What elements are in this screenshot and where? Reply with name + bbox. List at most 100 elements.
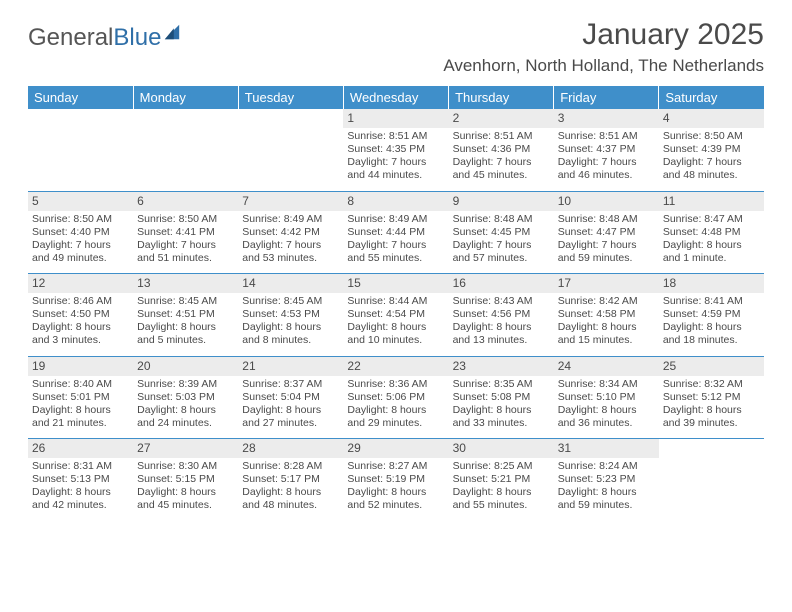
daylight2-line: and 53 minutes. <box>242 252 339 265</box>
daylight2-line: and 33 minutes. <box>453 417 550 430</box>
day-cell: 5Sunrise: 8:50 AMSunset: 4:40 PMDaylight… <box>28 191 133 274</box>
daylight1-line: Daylight: 8 hours <box>137 321 234 334</box>
sunrise-line: Sunrise: 8:28 AM <box>242 460 339 473</box>
day-cell: 7Sunrise: 8:49 AMSunset: 4:42 PMDaylight… <box>238 191 343 274</box>
daylight2-line: and 44 minutes. <box>347 169 444 182</box>
day-details: Sunrise: 8:28 AMSunset: 5:17 PMDaylight:… <box>242 460 339 513</box>
day-cell: 4Sunrise: 8:50 AMSunset: 4:39 PMDaylight… <box>659 109 764 191</box>
day-number: 12 <box>28 274 133 293</box>
day-cell: 13Sunrise: 8:45 AMSunset: 4:51 PMDayligh… <box>133 274 238 357</box>
daylight1-line: Daylight: 8 hours <box>558 486 655 499</box>
day-cell: 18 Sunrise: 8:41 AMSunset: 4:59 PMDayligh… <box>659 274 764 357</box>
daylight2-line: and 21 minutes. <box>32 417 129 430</box>
day-cell: 10Sunrise: 8:48 AMSunset: 4:47 PMDayligh… <box>554 191 659 274</box>
day-cell: 17Sunrise: 8:42 AMSunset: 4:58 PMDayligh… <box>554 274 659 357</box>
day-details: Sunrise: 8:47 AMSunset: 4:48 PMDaylight:… <box>663 213 760 266</box>
daylight2-line: and 39 minutes. <box>663 417 760 430</box>
sunrise-line: Sunrise: 8:31 AM <box>32 460 129 473</box>
day-cell: 27Sunrise: 8:30 AMSunset: 5:15 PMDayligh… <box>133 439 238 521</box>
daylight2-line: and 51 minutes. <box>137 252 234 265</box>
day-cell: 21Sunrise: 8:37 AMSunset: 5:04 PMDayligh… <box>238 356 343 439</box>
header: GeneralBlue January 2025 <box>28 18 764 52</box>
day-cell: 20Sunrise: 8:39 AMSunset: 5:03 PMDayligh… <box>133 356 238 439</box>
daylight1-line: Daylight: 8 hours <box>242 404 339 417</box>
daylight2-line: and 59 minutes. <box>558 252 655 265</box>
day-details: Sunrise: 8:25 AMSunset: 5:21 PMDaylight:… <box>453 460 550 513</box>
daylight1-line: Daylight: 7 hours <box>32 239 129 252</box>
day-number: 22 <box>343 357 448 376</box>
sunset-line: Sunset: 4:54 PM <box>347 308 444 321</box>
day-details: Sunrise: 8:41 AMSunset: 4:59 PMDaylight:… <box>663 295 760 348</box>
sunset-line: Sunset: 4:44 PM <box>347 226 444 239</box>
sunset-line: Sunset: 5:01 PM <box>32 391 129 404</box>
day-cell: 14Sunrise: 8:45 AMSunset: 4:53 PMDayligh… <box>238 274 343 357</box>
daylight1-line: Daylight: 8 hours <box>242 321 339 334</box>
day-details: Sunrise: 8:27 AMSunset: 5:19 PMDaylight:… <box>347 460 444 513</box>
day-number: 27 <box>133 439 238 458</box>
logo-text-blue: Blue <box>113 24 161 52</box>
day-details: Sunrise: 8:45 AMSunset: 4:51 PMDaylight:… <box>137 295 234 348</box>
day-number: 18 <box>659 274 764 293</box>
day-number: 9 <box>449 192 554 211</box>
sunset-line: Sunset: 5:15 PM <box>137 473 234 486</box>
sunset-line: Sunset: 5:17 PM <box>242 473 339 486</box>
day-details: Sunrise: 8:31 AMSunset: 5:13 PMDaylight:… <box>32 460 129 513</box>
daylight2-line: and 45 minutes. <box>453 169 550 182</box>
day-number: 29 <box>343 439 448 458</box>
day-details: Sunrise: 8:43 AMSunset: 4:56 PMDaylight:… <box>453 295 550 348</box>
daylight1-line: Daylight: 7 hours <box>663 156 760 169</box>
daylight1-line: Daylight: 7 hours <box>453 239 550 252</box>
day-cell: 3Sunrise: 8:51 AMSunset: 4:37 PMDaylight… <box>554 109 659 191</box>
day-number: 16 <box>449 274 554 293</box>
sunrise-line: Sunrise: 8:47 AM <box>663 213 760 226</box>
day-cell: 31Sunrise: 8:24 AMSunset: 5:23 PMDayligh… <box>554 439 659 521</box>
sunrise-line: Sunrise: 8:41 AM <box>663 295 760 308</box>
day-cell: 2Sunrise: 8:51 AMSunset: 4:36 PMDaylight… <box>449 109 554 191</box>
daylight2-line: and 59 minutes. <box>558 499 655 512</box>
daylight2-line: and 46 minutes. <box>558 169 655 182</box>
day-number: 10 <box>554 192 659 211</box>
daylight1-line: Daylight: 8 hours <box>32 321 129 334</box>
day-number: 1 <box>343 109 448 128</box>
day-cell: 8Sunrise: 8:49 AMSunset: 4:44 PMDaylight… <box>343 191 448 274</box>
daylight1-line: Daylight: 8 hours <box>32 404 129 417</box>
logo: GeneralBlue <box>28 18 181 52</box>
sunrise-line: Sunrise: 8:37 AM <box>242 378 339 391</box>
weekday-header: Wednesday <box>343 86 448 109</box>
daylight2-line: and 5 minutes. <box>137 334 234 347</box>
weekday-header: Sunday <box>28 86 133 109</box>
sunrise-line: Sunrise: 8:51 AM <box>347 130 444 143</box>
sunrise-line: Sunrise: 8:45 AM <box>242 295 339 308</box>
sunset-line: Sunset: 4:35 PM <box>347 143 444 156</box>
daylight1-line: Daylight: 7 hours <box>137 239 234 252</box>
daylight1-line: Daylight: 8 hours <box>347 486 444 499</box>
week-row: 26Sunrise: 8:31 AMSunset: 5:13 PMDayligh… <box>28 439 764 521</box>
sunrise-line: Sunrise: 8:36 AM <box>347 378 444 391</box>
day-cell: 11 Sunrise: 8:47 AMSunset: 4:48 PMDayligh… <box>659 191 764 274</box>
daylight2-line: and 48 minutes. <box>242 499 339 512</box>
day-details: Sunrise: 8:39 AMSunset: 5:03 PMDaylight:… <box>137 378 234 431</box>
daylight2-line: and 55 minutes. <box>453 499 550 512</box>
week-row: 19Sunrise: 8:40 AMSunset: 5:01 PMDayligh… <box>28 356 764 439</box>
day-details: Sunrise: 8:50 AMSunset: 4:39 PMDaylight:… <box>663 130 760 183</box>
sunset-line: Sunset: 5:10 PM <box>558 391 655 404</box>
day-number: 14 <box>238 274 343 293</box>
daylight1-line: Daylight: 8 hours <box>347 404 444 417</box>
daylight2-line: and 48 minutes. <box>663 169 760 182</box>
sunrise-line: Sunrise: 8:39 AM <box>137 378 234 391</box>
logo-sail-icon <box>163 23 181 41</box>
day-number: 30 <box>449 439 554 458</box>
day-cell: 30 Sunrise: 8:25 AMSunset: 5:21 PMDayligh… <box>449 439 554 521</box>
sunset-line: Sunset: 4:59 PM <box>663 308 760 321</box>
day-number: 11 <box>659 192 764 211</box>
sunrise-line: Sunrise: 8:25 AM <box>453 460 550 473</box>
day-cell: 6Sunrise: 8:50 AMSunset: 4:41 PMDaylight… <box>133 191 238 274</box>
week-row: 5Sunrise: 8:50 AMSunset: 4:40 PMDaylight… <box>28 191 764 274</box>
sunset-line: Sunset: 5:23 PM <box>558 473 655 486</box>
daylight1-line: Daylight: 7 hours <box>558 156 655 169</box>
week-row: 1 Sunrise: 8:51 AMSunset: 4:35 PM Daylight… <box>28 109 764 191</box>
day-cell: 23Sunrise: 8:35 AMSunset: 5:08 PMDayligh… <box>449 356 554 439</box>
weekday-header: Tuesday <box>238 86 343 109</box>
sunrise-line: Sunrise: 8:42 AM <box>558 295 655 308</box>
week-row: 12Sunrise: 8:46 AMSunset: 4:50 PMDayligh… <box>28 274 764 357</box>
